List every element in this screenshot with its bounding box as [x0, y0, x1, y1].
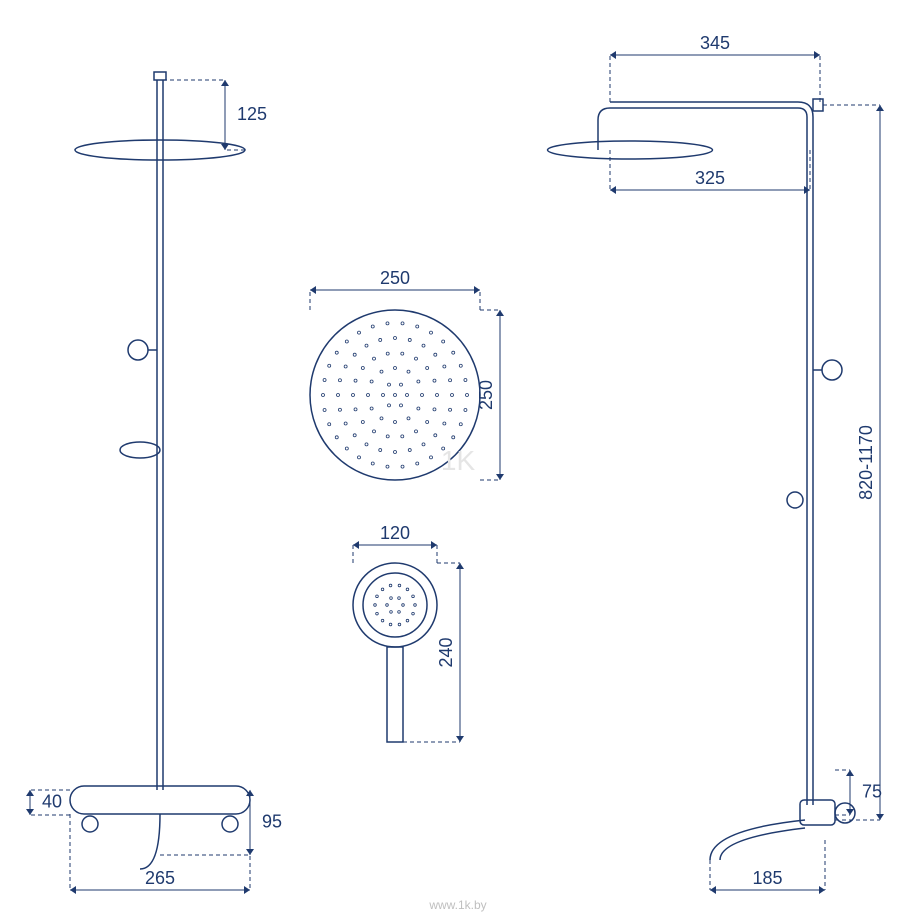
dim-label: 345: [700, 33, 730, 53]
dim-label: 820-1170: [856, 425, 876, 500]
dim-label: 325: [695, 168, 725, 188]
watermark-center: 1K: [441, 445, 476, 476]
dim-label: 120: [380, 523, 410, 543]
dim-label: 125: [237, 104, 267, 124]
dim-label: 40: [42, 791, 62, 811]
dim-label: 250: [476, 380, 496, 410]
dim-label: 75: [862, 781, 882, 801]
dim-label: 95: [262, 811, 282, 831]
dim-label: 240: [436, 637, 456, 667]
hand-shower-head: [353, 563, 437, 647]
dim-label: 185: [752, 868, 782, 888]
dim-label: 265: [145, 868, 175, 888]
dim-label: 250: [380, 268, 410, 288]
watermark: www.1k.by: [429, 898, 486, 912]
